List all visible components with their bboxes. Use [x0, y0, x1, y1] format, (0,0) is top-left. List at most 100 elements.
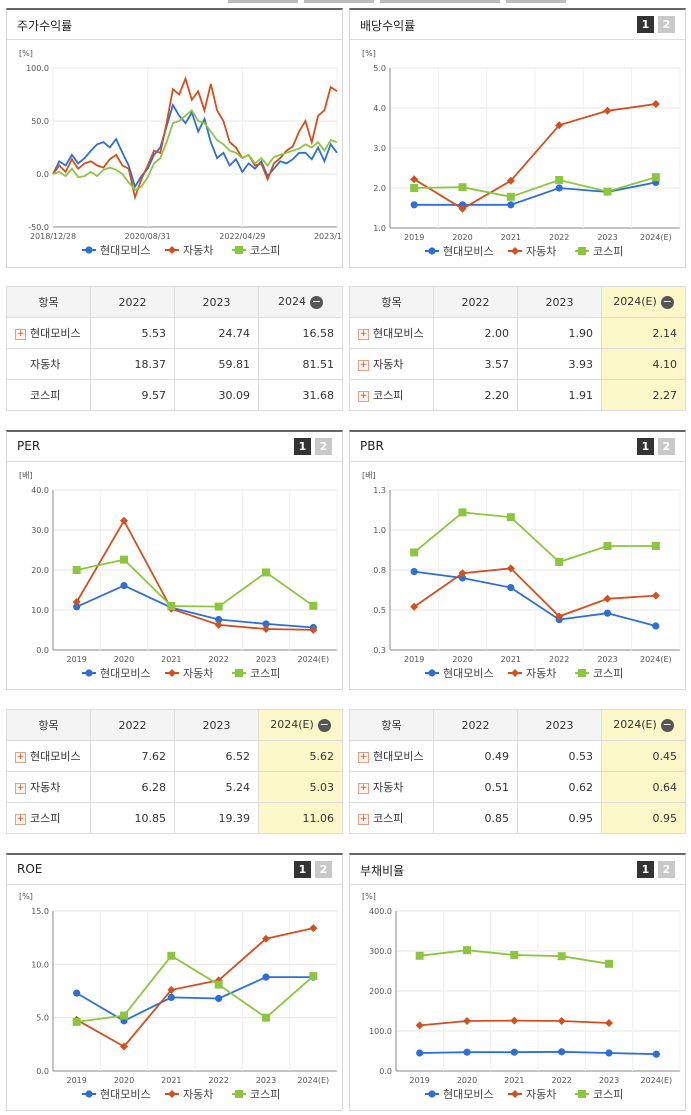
data-point [463, 1017, 471, 1025]
x-tick-label: 2023/12/28 [314, 232, 343, 241]
top-tab-3[interactable] [380, 0, 500, 3]
data-point [214, 602, 223, 611]
expand-plus-icon[interactable]: + [358, 390, 369, 402]
data-point [605, 1019, 613, 1027]
expand-plus-icon[interactable]: + [358, 813, 369, 825]
data-point [603, 187, 612, 196]
expand-plus-icon[interactable]: + [358, 328, 369, 340]
value-cell: 5.53 [90, 317, 175, 349]
value-cell: 31.68 [258, 379, 343, 411]
value-cell: 2.14 [601, 317, 686, 349]
x-tick-label: 2022 [208, 1076, 228, 1085]
data-point [578, 247, 586, 255]
page-1-button[interactable]: 1 [637, 438, 654, 455]
y-tick-label: 15.0 [31, 907, 49, 916]
data-point [262, 568, 270, 577]
legend-label: 코스피 [593, 1088, 623, 1101]
expand-plus-icon[interactable]: + [358, 751, 369, 763]
x-tick-label: 2023 [597, 655, 617, 664]
column-header-label: 2023 [545, 718, 574, 732]
data-point [603, 609, 612, 617]
page-2-button[interactable]: 2 [658, 861, 675, 878]
expand-plus-icon[interactable]: + [358, 359, 369, 371]
collapse-minus-icon[interactable]: − [660, 717, 674, 732]
table-header-row: 항목 2022 2023 2024(E) − [6, 709, 343, 741]
x-tick-label: 2024(E) [298, 655, 330, 664]
x-tick-label: 2023 [597, 233, 617, 242]
top-tab-2[interactable] [304, 0, 374, 3]
page-2-button[interactable]: 2 [658, 16, 675, 33]
top-tab-4[interactable] [506, 0, 566, 3]
column-header: 2022 [433, 286, 518, 318]
page-1-button[interactable]: 1 [294, 861, 311, 878]
collapse-minus-icon[interactable]: − [317, 717, 331, 732]
column-header: 2022 [90, 709, 175, 741]
x-tick-label: 2019 [66, 1076, 86, 1085]
data-point [415, 1021, 424, 1030]
row-name-cell: + 자동차 [6, 771, 91, 803]
data-point [120, 1042, 128, 1051]
row-name-cell: + 자동차 [349, 348, 434, 380]
data-point [511, 247, 519, 255]
collapse-minus-icon[interactable]: − [660, 294, 674, 309]
pager: 1 2 [637, 438, 675, 455]
row-name-label: 자동차 [30, 358, 61, 371]
column-header: 2022 [90, 286, 175, 318]
expand-plus-icon[interactable]: + [15, 328, 26, 340]
y-tick-label: 0.0 [36, 1067, 49, 1076]
y-tick-label: 300.0 [369, 947, 392, 956]
row-name-cell: + 현대모비스 [6, 317, 91, 349]
data-point [605, 1049, 613, 1057]
stock-return-table: 항목 2022 2023 2024− + 현대모비스 5.53 24.74 16.58 자동차 18… [6, 286, 343, 411]
column-header-label: 2023 [202, 295, 231, 309]
x-tick-label: 2024(E) [640, 233, 672, 242]
expand-plus-icon[interactable]: + [15, 813, 26, 825]
page-1-button[interactable]: 1 [637, 16, 654, 33]
row-name-label: 자동차 [373, 781, 404, 794]
column-header: 항목 [349, 709, 434, 741]
data-point [167, 985, 176, 994]
row-name-label: 코스피 [30, 812, 61, 825]
expand-plus-icon[interactable]: + [15, 782, 26, 794]
row-name-cell: + 코스피 [6, 802, 91, 834]
row-name-cell: 자동차 [6, 348, 91, 380]
data-point [309, 924, 318, 933]
top-tab-1[interactable] [228, 0, 298, 3]
legend-label: 현대모비스 [100, 1088, 151, 1101]
value-cell: 6.52 [174, 740, 259, 772]
value-cell: 3.57 [433, 348, 518, 380]
collapse-minus-icon[interactable]: − [310, 294, 323, 309]
page-1-button[interactable]: 1 [637, 861, 654, 878]
column-header-label: 2024 [278, 295, 306, 309]
legend-label: 코스피 [250, 244, 280, 257]
page-2-button[interactable]: 2 [315, 438, 332, 455]
series-line [52, 102, 338, 189]
page-2-button[interactable]: 2 [315, 861, 332, 878]
page-1-button[interactable]: 1 [294, 438, 311, 455]
data-point [410, 602, 419, 611]
column-header: 2023 [517, 286, 602, 318]
data-point [458, 569, 467, 578]
roe-header: ROE 1 2 [7, 855, 342, 885]
column-header-label: 2024(E) [613, 718, 657, 732]
table-row: + 현대모비스 2.00 1.90 2.14 [349, 317, 686, 349]
expand-plus-icon[interactable]: + [358, 782, 369, 794]
column-header-label: 2022 [461, 718, 490, 732]
value-cell: 16.58 [258, 317, 343, 349]
data-point [262, 973, 270, 981]
series-line [76, 584, 314, 629]
expand-plus-icon[interactable]: + [15, 751, 26, 763]
data-point [603, 106, 612, 115]
page-2-button[interactable]: 2 [658, 438, 675, 455]
value-cell: 5.03 [258, 771, 343, 803]
series-line [52, 75, 338, 201]
series-line [414, 570, 657, 627]
value-cell: 0.85 [433, 802, 518, 834]
row-name-label: 자동차 [30, 781, 61, 794]
column-header-label: 2022 [461, 295, 490, 309]
x-tick-label: 2019 [404, 655, 424, 664]
table-row: + 코스피 10.85 19.39 11.06 [6, 802, 343, 834]
data-point [555, 176, 564, 184]
unit-label: [배] [19, 471, 33, 480]
data-point [507, 584, 515, 592]
